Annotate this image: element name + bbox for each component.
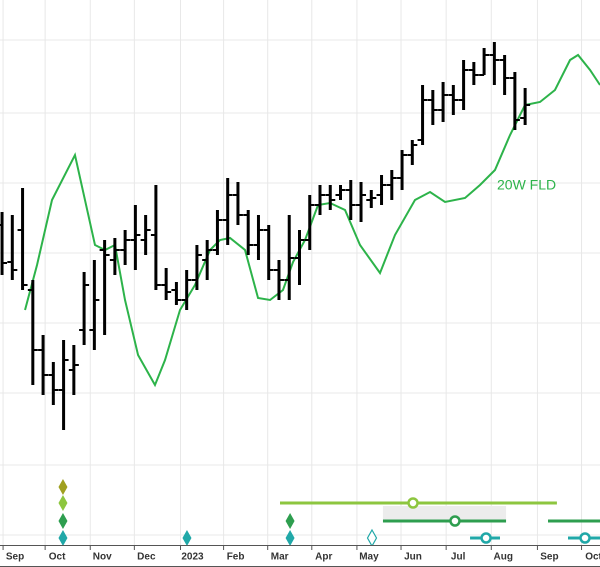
- x-tick-label: Jun: [404, 552, 422, 563]
- x-tick-label: Apr: [315, 552, 332, 563]
- x-tick-label: Feb: [227, 552, 245, 563]
- cycle-center: [407, 497, 419, 509]
- line-label: 20W FLD: [497, 177, 556, 193]
- x-axis-band: [0, 545, 600, 567]
- cycle-diamond: [285, 513, 295, 529]
- x-tick-label: May: [359, 552, 379, 563]
- x-tick-label: Oct: [49, 552, 66, 563]
- cycle-diamond: [182, 530, 192, 546]
- x-tick-label: Dec: [137, 552, 156, 563]
- x-tick-label: Mar: [271, 552, 289, 563]
- cycle-diamond: [285, 530, 295, 546]
- cycle-center: [579, 532, 591, 544]
- x-tick-label: Jul: [451, 552, 466, 563]
- x-tick-label: 2023: [181, 552, 204, 563]
- cycle-diamond-hollow: [366, 528, 378, 548]
- cycle-center: [449, 515, 461, 527]
- x-tick-label: Sep: [540, 552, 558, 563]
- cycle-diamond: [58, 495, 68, 511]
- cycle-center: [480, 532, 492, 544]
- x-tick-label: Oct: [585, 552, 600, 563]
- x-tick-label: Aug: [494, 552, 513, 563]
- x-tick-label: Sep: [6, 552, 24, 563]
- x-tick-label: Nov: [93, 552, 112, 563]
- cycle-diamond: [58, 479, 68, 495]
- cycle-diamond: [58, 513, 68, 529]
- cycle-diamond: [58, 530, 68, 546]
- range-shade: [382, 506, 507, 521]
